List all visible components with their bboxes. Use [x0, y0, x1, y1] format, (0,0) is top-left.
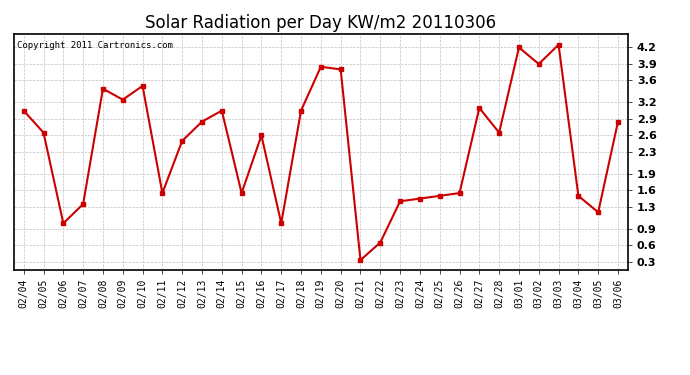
Title: Solar Radiation per Day KW/m2 20110306: Solar Radiation per Day KW/m2 20110306: [146, 14, 496, 32]
Text: Copyright 2011 Cartronics.com: Copyright 2011 Cartronics.com: [17, 41, 172, 50]
